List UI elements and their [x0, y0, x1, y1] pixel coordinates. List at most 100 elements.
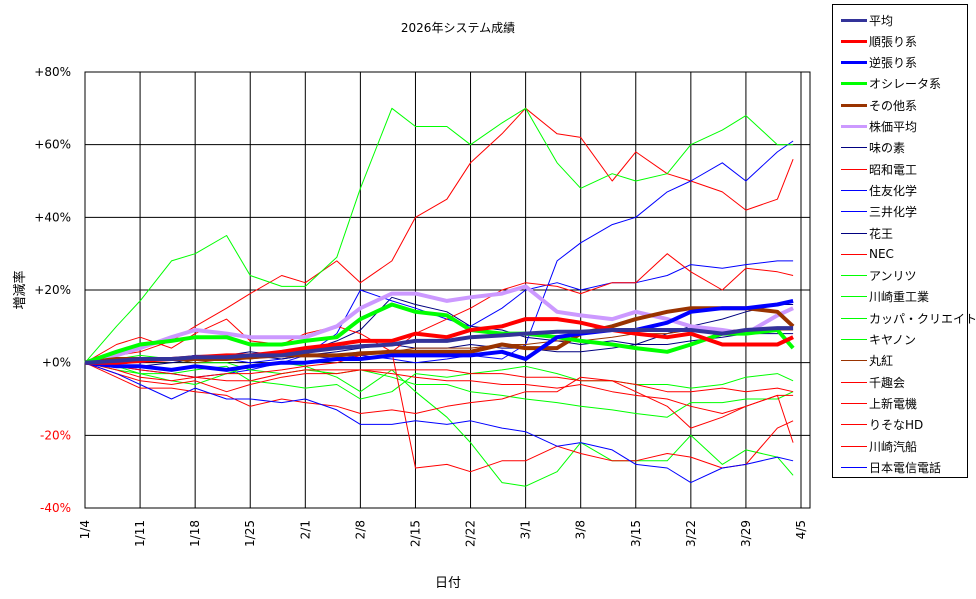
- legend-label: オシレータ系: [869, 77, 942, 92]
- x-tick-label: 2/8: [353, 520, 367, 539]
- legend: 平均順張り系逆張り系オシレータ系 その他系株価平均味の素昭和電工住友化学三井化学花…: [832, 4, 976, 478]
- series-line-7: [84, 107, 794, 364]
- x-tick-label: 2/15: [408, 520, 422, 547]
- legend-swatch: [841, 168, 867, 170]
- legend-label: 逆張り系: [869, 56, 918, 71]
- legend-label: 上新電機: [869, 396, 918, 411]
- legend-item: その他系: [841, 94, 917, 116]
- legend-label: 丸紅: [869, 354, 894, 369]
- legend-item: 順張り系: [841, 30, 917, 52]
- legend-swatch: [841, 253, 867, 255]
- legend-swatch: [841, 445, 867, 447]
- chart-title: 2026年システム成績: [401, 21, 515, 35]
- legend-item: 昭和電工: [841, 158, 917, 180]
- legend-label: 三井化学: [869, 205, 918, 220]
- legend-label: りそなHD: [869, 418, 924, 433]
- legend-item: 逆張り系: [841, 52, 917, 74]
- series-line-19: [84, 362, 794, 393]
- series-line-2: [84, 298, 794, 372]
- legend-item: 日本電信電話: [841, 456, 941, 478]
- legend-label: NEC: [869, 247, 894, 262]
- x-tick-label: 3/15: [629, 520, 643, 547]
- legend-swatch: [841, 211, 867, 213]
- legend-swatch: [841, 39, 867, 43]
- series-line-0: [84, 326, 794, 365]
- legend-item: 丸紅: [841, 350, 893, 372]
- series-line-3: [84, 302, 795, 365]
- legend-label: 株価平均: [869, 120, 918, 134]
- legend-swatch: [841, 61, 867, 65]
- y-tick-label: +0%: [42, 356, 71, 370]
- series-line-20: [84, 351, 794, 473]
- series-line-5: [84, 284, 794, 365]
- x-tick-label: 3/22: [684, 520, 698, 547]
- legend-item: NEC: [841, 243, 894, 265]
- series-line-21: [84, 362, 794, 484]
- legend-item: 川崎汽船: [841, 435, 917, 457]
- legend-item: りそなHD: [841, 414, 923, 436]
- legend-swatch: [841, 147, 867, 149]
- series-line-13: [84, 354, 794, 418]
- legend-swatch: [841, 18, 867, 22]
- legend-swatch: [841, 103, 867, 107]
- legend-item: 平均: [841, 9, 893, 31]
- legend-item: 株価平均: [841, 116, 917, 138]
- x-tick-label: 3/29: [739, 520, 753, 547]
- x-tick-label: 2/22: [464, 520, 478, 547]
- legend-swatch: [841, 360, 867, 362]
- legend-swatch: [841, 296, 867, 298]
- y-tick-label: +20%: [34, 283, 71, 297]
- legend-item: カッパ・クリエイト: [841, 307, 976, 329]
- legend-swatch: [841, 232, 867, 234]
- x-tick-label: 1/25: [243, 520, 257, 547]
- legend-label: その他系: [869, 98, 918, 113]
- legend-item: 味の素: [841, 137, 905, 159]
- legend-label: 味の素: [869, 141, 906, 156]
- x-tick-label: 3/8: [574, 520, 588, 539]
- legend-label: 川崎汽船: [869, 439, 918, 454]
- x-tick-label: 2/1: [298, 520, 312, 539]
- legend-swatch: [841, 424, 867, 426]
- series-line-18: [84, 362, 794, 443]
- legend-label: 日本電信電話: [869, 460, 942, 475]
- legend-swatch: [841, 339, 867, 340]
- legend-item: 上新電機: [841, 392, 917, 414]
- legend-swatch: [841, 466, 867, 468]
- legend-item: 三井化学: [841, 201, 917, 223]
- legend-item: 川崎重工業: [841, 286, 929, 308]
- y-tick-label: +60%: [34, 138, 71, 152]
- legend-item: 千趣会: [841, 371, 905, 393]
- x-axis-label: 日付: [435, 576, 461, 591]
- legend-swatch: [841, 82, 867, 86]
- legend-label: キヤノン: [869, 333, 917, 347]
- y-tick-label: -20%: [40, 428, 71, 442]
- series-line-11: [84, 253, 794, 364]
- y-tick-label: +80%: [34, 65, 71, 79]
- legend-swatch: [841, 125, 867, 128]
- series-line-15: [84, 362, 794, 487]
- legend-label: 順張り系: [869, 34, 918, 49]
- legend-item: 花王: [841, 222, 893, 244]
- x-tick-label: 3/1: [519, 520, 533, 539]
- legend-swatch: [841, 317, 867, 319]
- legend-label: アンリツ: [869, 269, 917, 284]
- legend-swatch: [841, 275, 867, 277]
- legend-label: カッパ・クリエイト: [869, 311, 976, 326]
- legend-swatch: [841, 402, 867, 404]
- legend-label: 千趣会: [869, 375, 906, 390]
- legend-label: 川崎重工業: [869, 290, 930, 305]
- y-tick-label: -40%: [40, 501, 71, 515]
- legend-item: オシレータ系: [841, 73, 941, 95]
- series-line-14: [84, 107, 794, 364]
- legend-label: 花王: [869, 226, 894, 241]
- x-tick-label: 1/4: [78, 520, 92, 539]
- x-tick-label: 1/11: [133, 520, 147, 547]
- y-tick-label: +40%: [34, 210, 71, 224]
- x-tick-label: 4/5: [794, 520, 808, 539]
- legend-item: キヤノン: [841, 329, 916, 351]
- x-tick-label: 1/18: [188, 520, 202, 547]
- legend-label: 住友化学: [869, 183, 918, 198]
- legend-label: 平均: [869, 13, 894, 28]
- legend-item: 住友化学: [841, 179, 917, 201]
